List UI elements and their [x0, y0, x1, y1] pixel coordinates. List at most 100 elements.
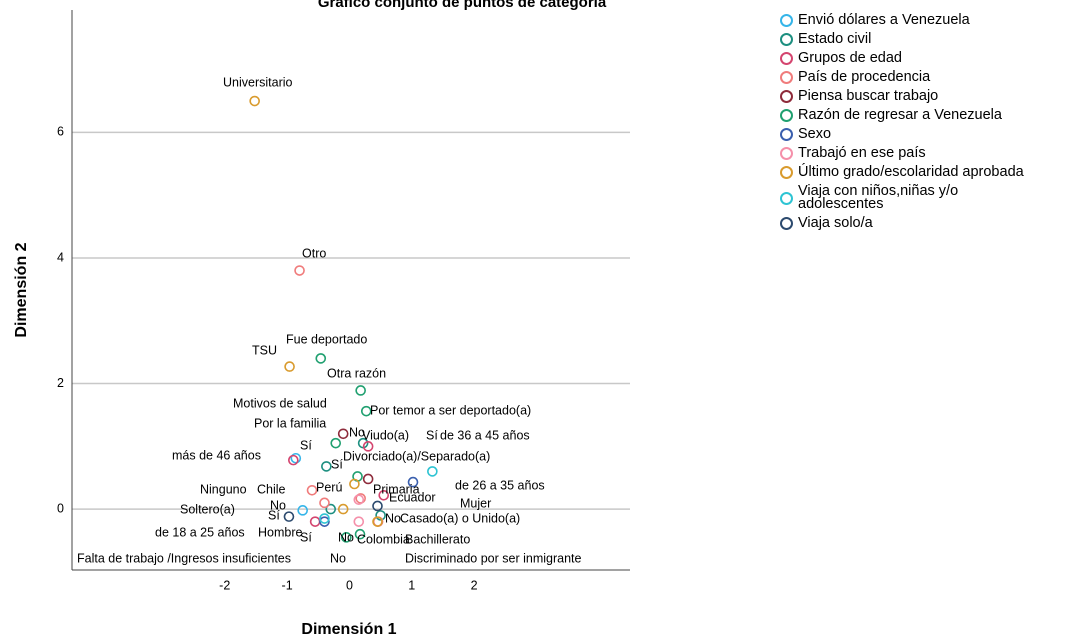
- point: [249, 95, 260, 107]
- legend-item: Razón de regresar a Venezuela: [780, 107, 1030, 123]
- point-label: Mujer: [460, 496, 491, 510]
- legend-label: Envió dólares a Venezuela: [798, 12, 970, 28]
- point-label: Ninguno: [200, 482, 247, 496]
- legend-item: Último grado/escolaridad aprobada: [780, 164, 1030, 180]
- point: [407, 476, 419, 488]
- point-label: Discriminado por ser inmigrante: [405, 551, 582, 565]
- y-tick-label: 0: [57, 501, 64, 515]
- legend-label: Piensa buscar trabajo: [798, 88, 939, 104]
- legend-label: País de procedencia: [798, 69, 931, 85]
- x-axis-title: Dimensión 1: [301, 621, 396, 638]
- legend-label: Razón de regresar a Venezuela: [798, 107, 1002, 123]
- point-label: de 26 a 35 años: [455, 478, 545, 492]
- legend-swatch: [780, 71, 793, 84]
- point-label: más de 46 años: [172, 448, 261, 462]
- legend-swatch: [780, 217, 793, 230]
- point-label: Sí: [300, 530, 312, 544]
- legend-swatch: [780, 191, 793, 205]
- legend-label: Trabajó en ese país: [798, 145, 926, 161]
- x-tick-label: 1: [408, 578, 415, 592]
- point: [362, 441, 374, 452]
- point-label: Motivos de salud: [233, 396, 327, 410]
- point-label: Perú: [316, 480, 342, 494]
- point-label: No: [330, 551, 346, 565]
- legend-item: Grupos de edad: [780, 50, 1030, 66]
- point-label: No: [338, 530, 354, 544]
- point-label: Ecuador: [389, 490, 436, 504]
- point-label: Bachillerato: [405, 532, 470, 546]
- point-label: No: [349, 425, 365, 439]
- point: [362, 473, 374, 485]
- point-label: Por la familia: [254, 416, 326, 430]
- x-tick-label: -2: [219, 578, 230, 592]
- point: [375, 510, 386, 521]
- point-label: Por temor a ser deportado(a): [370, 403, 531, 417]
- point-label: Colombia: [357, 532, 410, 546]
- point: [315, 353, 327, 364]
- point-label: Chile: [257, 482, 286, 496]
- point-label: Hombre: [258, 525, 303, 539]
- point-label: Fue deportado: [286, 332, 367, 346]
- legend-label: Viaja solo/a: [798, 215, 873, 231]
- point-label: de 36 a 45 años: [440, 428, 530, 442]
- y-axis-title: Dimensión 2: [13, 242, 30, 337]
- point: [330, 437, 342, 449]
- point-label: Sí: [331, 457, 343, 471]
- point: [360, 405, 372, 417]
- point: [427, 466, 438, 477]
- point-label: Soltero(a): [180, 502, 235, 516]
- legend-label: Estado civil: [798, 31, 872, 47]
- point: [353, 516, 365, 527]
- legend-label: Último grado/escolaridad aprobada: [798, 164, 1024, 180]
- legend-item: Piensa buscar trabajo: [780, 88, 1030, 104]
- point: [283, 511, 295, 522]
- y-tick-label: 4: [57, 250, 64, 264]
- point: [349, 478, 360, 490]
- point: [372, 500, 383, 512]
- point-label: de 18 a 25 años: [155, 525, 245, 539]
- x-tick-label: 0: [346, 578, 353, 592]
- point: [319, 497, 330, 509]
- legend-item: País de procedencia: [780, 69, 1030, 85]
- legend-label: Sexo: [798, 126, 832, 142]
- legend-swatch: [780, 90, 793, 103]
- point-label: Universitario: [223, 75, 293, 89]
- legend-swatch: [780, 52, 793, 65]
- point-label: Sí: [426, 428, 438, 442]
- point: [353, 494, 365, 505]
- x-tick-label: -1: [282, 578, 293, 592]
- legend-swatch: [780, 14, 793, 27]
- legend-label: Grupos de edad: [798, 50, 902, 66]
- point-label: Viudo(a): [362, 428, 409, 442]
- point: [306, 484, 318, 496]
- legend: Envió dólares a Venezuela Estado civil Gru…: [780, 12, 1030, 231]
- y-tick-label: 6: [57, 125, 64, 139]
- point: [354, 528, 366, 540]
- point: [337, 503, 349, 515]
- legend-label: Viaja con niños,niñas y/o adolescentes: [798, 183, 959, 212]
- y-tick-label: 2: [57, 376, 64, 390]
- chart-title: Gráfico conjunto de puntos de categoría: [318, 0, 607, 11]
- point: [297, 505, 308, 516]
- point-label: Primaria: [373, 482, 420, 496]
- point: [294, 265, 305, 276]
- legend-swatch: [780, 128, 793, 141]
- legend-swatch: [780, 166, 793, 179]
- point-label: No: [385, 511, 401, 525]
- point: [355, 385, 366, 396]
- point-label: Otra razón: [327, 366, 386, 380]
- point-label: Falta de trabajo /Ingresos insuficientes: [77, 551, 291, 565]
- point: [321, 461, 332, 472]
- point-label: Divorciado(a)/Separado(a): [343, 449, 490, 463]
- legend-swatch: [780, 147, 793, 160]
- legend-swatch: [780, 33, 793, 46]
- point-label: TSU: [252, 343, 277, 357]
- point: [378, 489, 390, 501]
- legend-item: Viaja solo/a: [780, 215, 1030, 231]
- point: [309, 516, 321, 527]
- point: [325, 503, 337, 515]
- point: [290, 452, 302, 464]
- point-label: Casado(a) o Unido(a): [400, 511, 520, 525]
